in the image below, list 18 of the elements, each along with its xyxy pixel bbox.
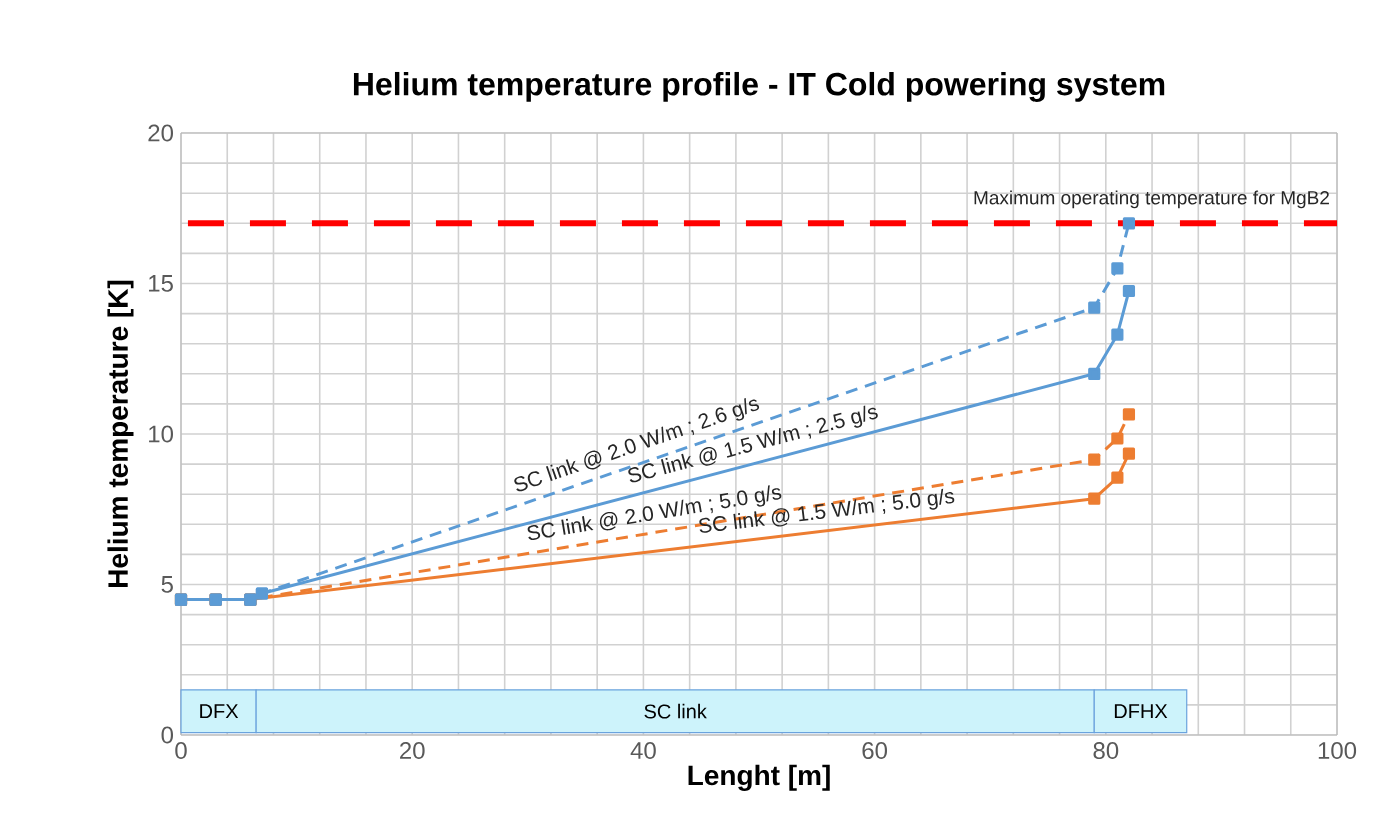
y-tick-label: 5	[161, 576, 173, 593]
x-tick-label: 80	[1093, 742, 1119, 760]
ref-line-label: Maximum operating temperature for MgB2	[974, 190, 1329, 209]
y-tick-label: 20	[148, 124, 174, 142]
band-label: DFHX	[1114, 704, 1168, 719]
x-tick-label: 100	[1318, 742, 1357, 760]
x-tick-label: 40	[630, 742, 656, 760]
y-axis-title: Helium temperature [K]	[107, 280, 134, 587]
y-tick-label: 0	[161, 726, 174, 744]
y-tick-label: 10	[149, 425, 174, 443]
band-label: DFX	[200, 704, 239, 719]
x-tick-label: 0	[175, 742, 187, 760]
x-tick-label: 20	[400, 742, 425, 760]
y-tick-label: 15	[149, 275, 173, 292]
chart-title: Helium temperature profile - IT Cold powering system	[353, 71, 1165, 102]
x-axis-title: Lenght [m]	[688, 764, 830, 791]
x-tick-label: 60	[862, 742, 888, 760]
band-label: SC link	[644, 703, 707, 719]
